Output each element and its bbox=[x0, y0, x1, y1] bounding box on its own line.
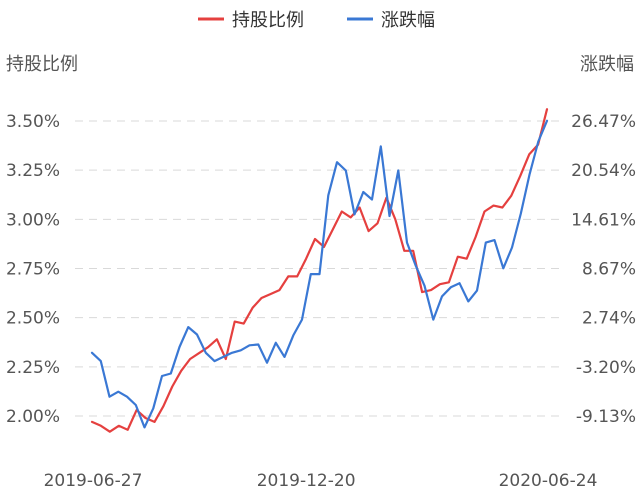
y-right-axis-title: 涨跌幅 bbox=[580, 54, 634, 75]
y-left-axis-title: 持股比例 bbox=[6, 54, 78, 75]
x-tick-label: 2019-06-27 bbox=[44, 471, 143, 491]
y-right-tick-label: 20.54% bbox=[571, 161, 636, 181]
y-right-tick-labels: 26.47% 20.54% 14.61% 8.67% 2.74% -3.20% -9.13% bbox=[571, 112, 636, 427]
y-left-tick-label: 2.00% bbox=[6, 407, 60, 427]
x-tick-labels: 2019-06-27 2019-12-20 2020-06-24 bbox=[44, 471, 598, 491]
y-right-tick-label: 2.74% bbox=[582, 309, 636, 329]
y-right-tick-label: -9.13% bbox=[576, 407, 636, 427]
y-right-tick-label: 14.61% bbox=[571, 210, 636, 230]
legend-label-share-ratio: 持股比例 bbox=[232, 10, 304, 31]
legend: 持股比例 涨跌幅 bbox=[198, 10, 435, 31]
y-left-tick-labels: 3.50% 3.25% 3.00% 2.75% 2.50% 2.25% 2.00% bbox=[6, 112, 60, 427]
series-line-share-ratio bbox=[90, 108, 549, 433]
y-right-tick-label: -3.20% bbox=[576, 358, 636, 378]
series-line-change bbox=[90, 119, 549, 429]
y-left-tick-label: 2.50% bbox=[6, 309, 60, 329]
y-left-tick-label: 2.75% bbox=[6, 260, 60, 280]
y-left-tick-label: 2.25% bbox=[6, 358, 60, 378]
y-left-tick-label: 3.50% bbox=[6, 112, 60, 132]
x-tick-label: 2020-06-24 bbox=[499, 471, 598, 491]
y-left-tick-label: 3.25% bbox=[6, 161, 60, 181]
series-layer bbox=[90, 108, 549, 433]
x-tick-label: 2019-12-20 bbox=[257, 471, 356, 491]
y-right-tick-label: 8.67% bbox=[582, 260, 636, 280]
y-right-tick-label: 26.47% bbox=[571, 112, 636, 132]
legend-label-change: 涨跌幅 bbox=[381, 10, 435, 31]
y-left-tick-label: 3.00% bbox=[6, 210, 60, 230]
